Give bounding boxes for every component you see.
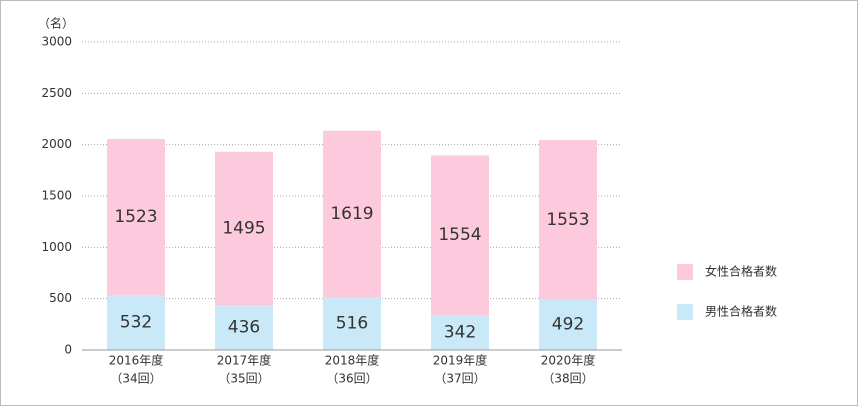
y-tick-label: 0 xyxy=(64,343,72,357)
x-tick-label: 2017年度 xyxy=(217,353,272,368)
y-tick-label: 2000 xyxy=(41,137,72,151)
value-label: 1554 xyxy=(438,225,481,245)
bar-segment xyxy=(539,140,597,300)
value-label: 1553 xyxy=(546,210,589,230)
x-tick-label: 2016年度 xyxy=(109,353,164,368)
y-tick-label: 1000 xyxy=(41,240,72,254)
bar-segment xyxy=(431,155,489,315)
bar-segment xyxy=(323,297,381,350)
y-tick-label: 1500 xyxy=(41,189,72,203)
x-tick-label: 2019年度 xyxy=(433,353,488,368)
y-tick-label: 2500 xyxy=(41,86,72,100)
value-label: 1619 xyxy=(330,204,373,224)
bar-segment xyxy=(215,151,273,306)
x-tick-label: （34回） xyxy=(110,372,161,386)
bar-segment xyxy=(323,130,381,298)
y-tick-label: 3000 xyxy=(41,35,72,49)
value-label: 1495 xyxy=(222,218,265,238)
bar-segment xyxy=(107,295,165,350)
value-label: 492 xyxy=(552,315,584,335)
value-label: 1523 xyxy=(114,207,157,227)
value-label: 436 xyxy=(228,318,260,338)
bar-segment xyxy=(107,139,165,296)
legend-swatch xyxy=(677,264,693,280)
y-axis-label: （名） xyxy=(38,16,74,31)
x-tick-label: 2018年度 xyxy=(325,353,380,368)
value-label: 516 xyxy=(336,314,368,334)
x-tick-label: （36回） xyxy=(326,372,377,386)
value-label: 532 xyxy=(120,313,152,333)
x-tick-label: （37回） xyxy=(434,372,485,386)
value-label: 342 xyxy=(444,322,476,342)
legend-label: 男性合格者数 xyxy=(705,304,777,319)
legend-label: 女性合格者数 xyxy=(705,264,777,279)
bar-segment xyxy=(539,299,597,350)
bar-segment xyxy=(215,305,273,350)
bar-segment xyxy=(431,314,489,350)
legend-swatch xyxy=(677,304,693,320)
x-tick-label: （38回） xyxy=(542,372,593,386)
x-tick-label: 2020年度 xyxy=(541,353,596,368)
x-tick-label: （35回） xyxy=(218,372,269,386)
y-tick-label: 500 xyxy=(49,291,72,305)
